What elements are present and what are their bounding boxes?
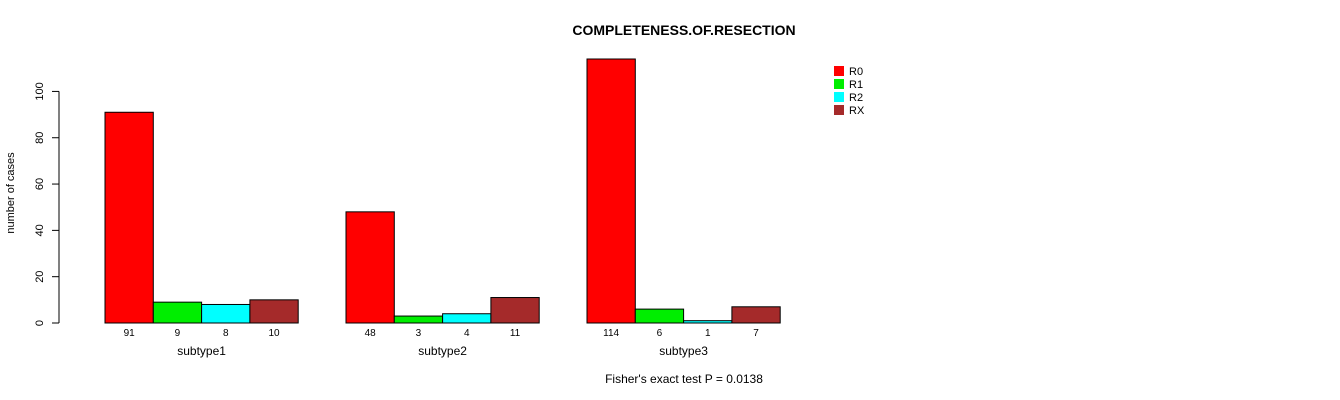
y-tick-label: 80 bbox=[34, 132, 46, 144]
bar-subtype3-r0 bbox=[586, 58, 636, 324]
group-label: subtype1 bbox=[177, 344, 226, 358]
bar-value-label: 3 bbox=[416, 328, 422, 339]
y-axis-label: number of cases bbox=[5, 152, 17, 234]
y-tick-label: 60 bbox=[34, 178, 46, 190]
legend-swatch-r1 bbox=[834, 79, 844, 89]
y-tick-label: 20 bbox=[34, 271, 46, 283]
group-label: subtype3 bbox=[659, 344, 708, 358]
bar-value-label: 6 bbox=[657, 328, 663, 339]
bar-value-label: 114 bbox=[603, 328, 619, 339]
bar-subtype2-rx bbox=[490, 297, 540, 324]
bar-value-label: 48 bbox=[365, 328, 377, 339]
bar-subtype1-rx bbox=[249, 299, 299, 324]
bar-value-label: 91 bbox=[124, 328, 136, 339]
bar-value-label: 10 bbox=[268, 328, 280, 339]
bar-subtype1-r0 bbox=[104, 111, 154, 324]
bar-subtype2-r2 bbox=[442, 313, 492, 324]
bar-value-label: 8 bbox=[223, 328, 229, 339]
bar-subtype2-r0 bbox=[345, 211, 395, 324]
legend-label-r2: R2 bbox=[849, 92, 863, 104]
bar-value-label: 4 bbox=[464, 328, 470, 339]
chart-title: COMPLETENESS.OF.RESECTION bbox=[572, 22, 795, 38]
group-label: subtype2 bbox=[418, 344, 467, 358]
bar-value-label: 9 bbox=[175, 328, 181, 339]
bar-subtype3-r1 bbox=[634, 308, 685, 324]
bar-value-label: 1 bbox=[705, 328, 711, 339]
bars: 91 9 8 10 subtype1 48 3 4 11 subtype2 114 6 1 7 subtyp… bbox=[104, 58, 781, 358]
bar-subtype2-r1 bbox=[393, 315, 444, 324]
bar-subtype1-r2 bbox=[201, 303, 251, 324]
legend-label-r1: R1 bbox=[849, 79, 863, 91]
legend-swatch-r0 bbox=[834, 66, 844, 76]
bar-subtype3-r2 bbox=[683, 320, 733, 324]
y-axis: 0 20 40 60 80 100 bbox=[34, 82, 60, 326]
bar-subtype3-rx bbox=[731, 306, 781, 324]
bar-subtype1-r1 bbox=[152, 301, 203, 324]
bar-value-label: 11 bbox=[510, 328, 521, 339]
y-tick-label: 100 bbox=[34, 82, 46, 100]
legend-label-rx: RX bbox=[849, 105, 865, 117]
y-tick-label: 40 bbox=[34, 224, 46, 236]
fisher-test-footnote: Fisher's exact test P = 0.0138 bbox=[605, 372, 763, 386]
bar-value-label: 7 bbox=[753, 328, 759, 339]
legend-label-r0: R0 bbox=[849, 66, 863, 78]
y-tick-label: 0 bbox=[34, 320, 46, 326]
legend-swatch-r2 bbox=[834, 92, 844, 102]
legend-swatch-rx bbox=[834, 105, 844, 115]
